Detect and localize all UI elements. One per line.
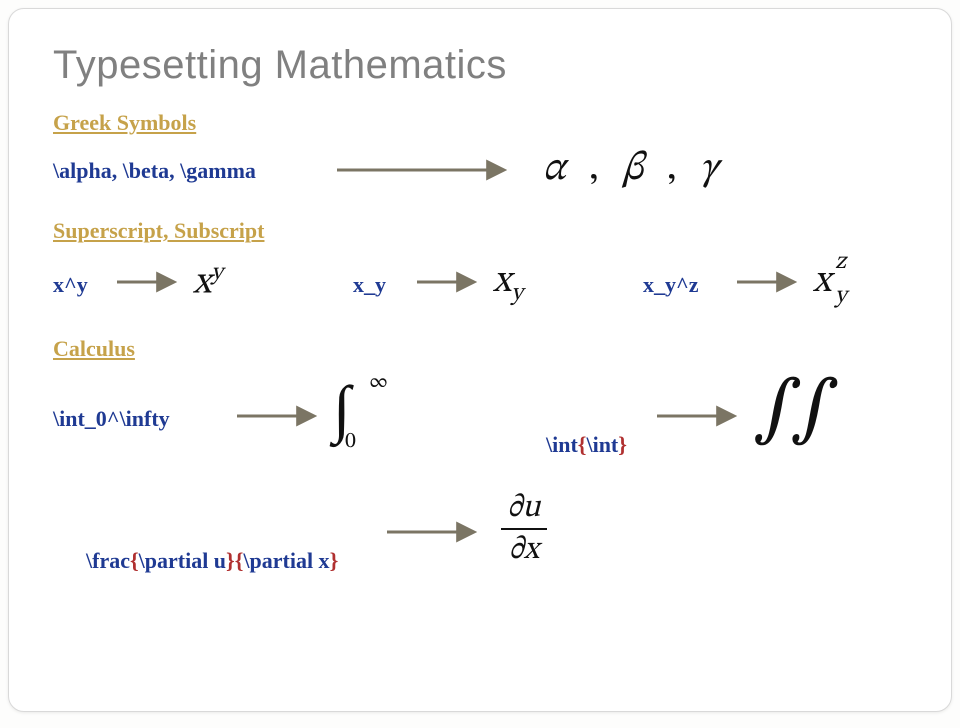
- f0: \frac: [86, 548, 130, 573]
- render-greek: α , β , γ: [543, 144, 719, 194]
- code-xy: x^y: [53, 272, 88, 298]
- base: x: [813, 263, 831, 301]
- int-upper: ∞: [369, 370, 388, 395]
- arrow-int-bounds: [233, 402, 323, 430]
- heading-greek: Greek Symbols: [53, 110, 907, 136]
- render-dblint: ∫∫: [753, 366, 828, 456]
- p3: }: [618, 432, 627, 457]
- page-title: Typesetting Mathematics: [53, 43, 907, 88]
- code-frac: \frac{\partial u}{\partial x}: [53, 522, 338, 600]
- f1: {: [130, 548, 139, 573]
- frac-num: ∂u: [501, 488, 547, 528]
- sub: y: [511, 282, 523, 306]
- code-dblint: \int{\int}: [513, 406, 627, 484]
- render-frac: ∂u ∂x: [501, 488, 547, 570]
- p2: \int: [586, 432, 618, 457]
- f5: }: [330, 548, 339, 573]
- f3: }{: [226, 548, 243, 573]
- f2: \partial u: [139, 548, 226, 573]
- render-xyz: xzy: [813, 258, 831, 306]
- base: x: [493, 263, 511, 301]
- sep2: ,: [667, 149, 677, 189]
- arrow-frac: [383, 518, 483, 546]
- arrow-dblint: [653, 402, 743, 430]
- render-xy: xy: [193, 258, 223, 308]
- code-xyz: x_y^z: [643, 272, 699, 298]
- sub: y: [835, 281, 847, 311]
- sup: y: [211, 261, 223, 285]
- base: x: [193, 265, 211, 303]
- sep1: ,: [589, 149, 599, 189]
- code-int-bounds: \int_0^\infty: [53, 406, 170, 432]
- row-greek: \alpha, \beta, \gamma α , β , γ: [53, 150, 907, 208]
- row-frac: \frac{\partial u}{\partial x} ∂u ∂x: [53, 494, 907, 594]
- alpha-glyph: α: [543, 149, 565, 189]
- p0: \int: [546, 432, 578, 457]
- render-xsuby: xy: [493, 258, 523, 309]
- row-supersub: x^y xy x_y xy x_y^z xzy: [53, 258, 907, 326]
- code-greek: \alpha, \beta, \gamma: [53, 158, 256, 184]
- beta-glyph: β: [622, 149, 643, 189]
- render-int-bounds: ∫ ∞ 0: [333, 372, 351, 454]
- arrow-xy: [113, 268, 183, 296]
- arrow-xyz: [733, 268, 803, 296]
- row-integrals: \int_0^\infty ∫ ∞ 0 \int{\int} ∫∫: [53, 376, 907, 476]
- frac-den: ∂x: [501, 528, 547, 570]
- heading-supersub: Superscript, Subscript: [53, 218, 907, 244]
- arrow-xsuby: [413, 268, 483, 296]
- code-xsuby: x_y: [353, 272, 386, 298]
- sup: z: [835, 247, 846, 277]
- f4: \partial x: [243, 548, 329, 573]
- heading-calculus: Calculus: [53, 336, 907, 362]
- gamma-glyph: γ: [700, 149, 719, 189]
- slide: Typesetting Mathematics Greek Symbols \a…: [8, 8, 952, 712]
- arrow-greek: [333, 156, 513, 184]
- int-lower: 0: [345, 428, 356, 456]
